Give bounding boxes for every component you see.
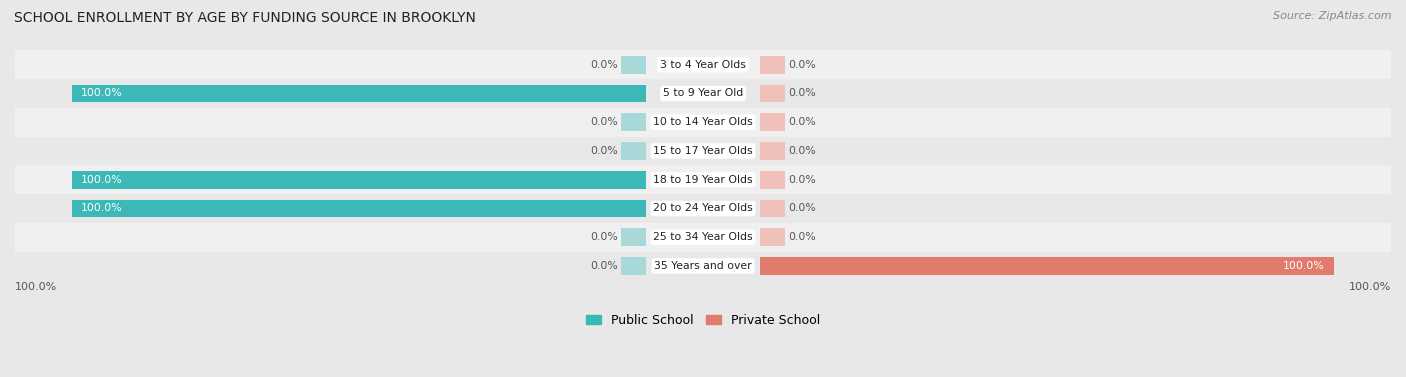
Bar bbox=[72, 199, 647, 218]
Bar bbox=[72, 171, 647, 188]
Bar bbox=[621, 228, 647, 246]
Bar bbox=[15, 108, 1391, 136]
Text: 0.0%: 0.0% bbox=[591, 232, 617, 242]
Bar bbox=[759, 56, 785, 74]
Bar bbox=[759, 113, 785, 131]
Bar bbox=[621, 142, 647, 160]
Text: 0.0%: 0.0% bbox=[789, 232, 815, 242]
Text: 100.0%: 100.0% bbox=[1348, 282, 1391, 292]
Text: 0.0%: 0.0% bbox=[789, 146, 815, 156]
Bar bbox=[621, 113, 647, 131]
Text: 10 to 14 Year Olds: 10 to 14 Year Olds bbox=[654, 117, 752, 127]
Text: 100.0%: 100.0% bbox=[15, 282, 58, 292]
Bar bbox=[759, 199, 785, 218]
Text: 0.0%: 0.0% bbox=[789, 204, 815, 213]
Bar bbox=[621, 257, 647, 275]
Text: 0.0%: 0.0% bbox=[789, 60, 815, 70]
Bar bbox=[759, 171, 785, 188]
Bar bbox=[15, 223, 1391, 251]
Text: 25 to 34 Year Olds: 25 to 34 Year Olds bbox=[654, 232, 752, 242]
Text: 18 to 19 Year Olds: 18 to 19 Year Olds bbox=[654, 175, 752, 185]
Text: 0.0%: 0.0% bbox=[789, 175, 815, 185]
Text: 100.0%: 100.0% bbox=[82, 204, 122, 213]
Bar bbox=[15, 194, 1391, 223]
Text: 100.0%: 100.0% bbox=[1284, 261, 1324, 271]
Bar bbox=[621, 56, 647, 74]
Text: Source: ZipAtlas.com: Source: ZipAtlas.com bbox=[1274, 11, 1392, 21]
Text: 100.0%: 100.0% bbox=[82, 89, 122, 98]
Bar bbox=[72, 84, 647, 103]
Text: 15 to 17 Year Olds: 15 to 17 Year Olds bbox=[654, 146, 752, 156]
Bar bbox=[15, 136, 1391, 166]
Bar bbox=[15, 166, 1391, 194]
Text: 0.0%: 0.0% bbox=[591, 146, 617, 156]
Text: 0.0%: 0.0% bbox=[789, 117, 815, 127]
Text: 100.0%: 100.0% bbox=[82, 175, 122, 185]
Text: 0.0%: 0.0% bbox=[591, 261, 617, 271]
Text: 0.0%: 0.0% bbox=[789, 89, 815, 98]
Text: 3 to 4 Year Olds: 3 to 4 Year Olds bbox=[659, 60, 747, 70]
Text: 0.0%: 0.0% bbox=[591, 60, 617, 70]
Text: 20 to 24 Year Olds: 20 to 24 Year Olds bbox=[654, 204, 752, 213]
Bar bbox=[759, 228, 785, 246]
Text: 35 Years and over: 35 Years and over bbox=[654, 261, 752, 271]
Bar bbox=[15, 251, 1391, 280]
Bar bbox=[759, 142, 785, 160]
Text: 0.0%: 0.0% bbox=[591, 117, 617, 127]
Bar bbox=[759, 84, 785, 103]
Bar bbox=[15, 51, 1391, 79]
Bar bbox=[15, 79, 1391, 108]
Legend: Public School, Private School: Public School, Private School bbox=[586, 314, 820, 327]
Bar bbox=[759, 257, 1334, 275]
Text: SCHOOL ENROLLMENT BY AGE BY FUNDING SOURCE IN BROOKLYN: SCHOOL ENROLLMENT BY AGE BY FUNDING SOUR… bbox=[14, 11, 477, 25]
Text: 5 to 9 Year Old: 5 to 9 Year Old bbox=[662, 89, 744, 98]
